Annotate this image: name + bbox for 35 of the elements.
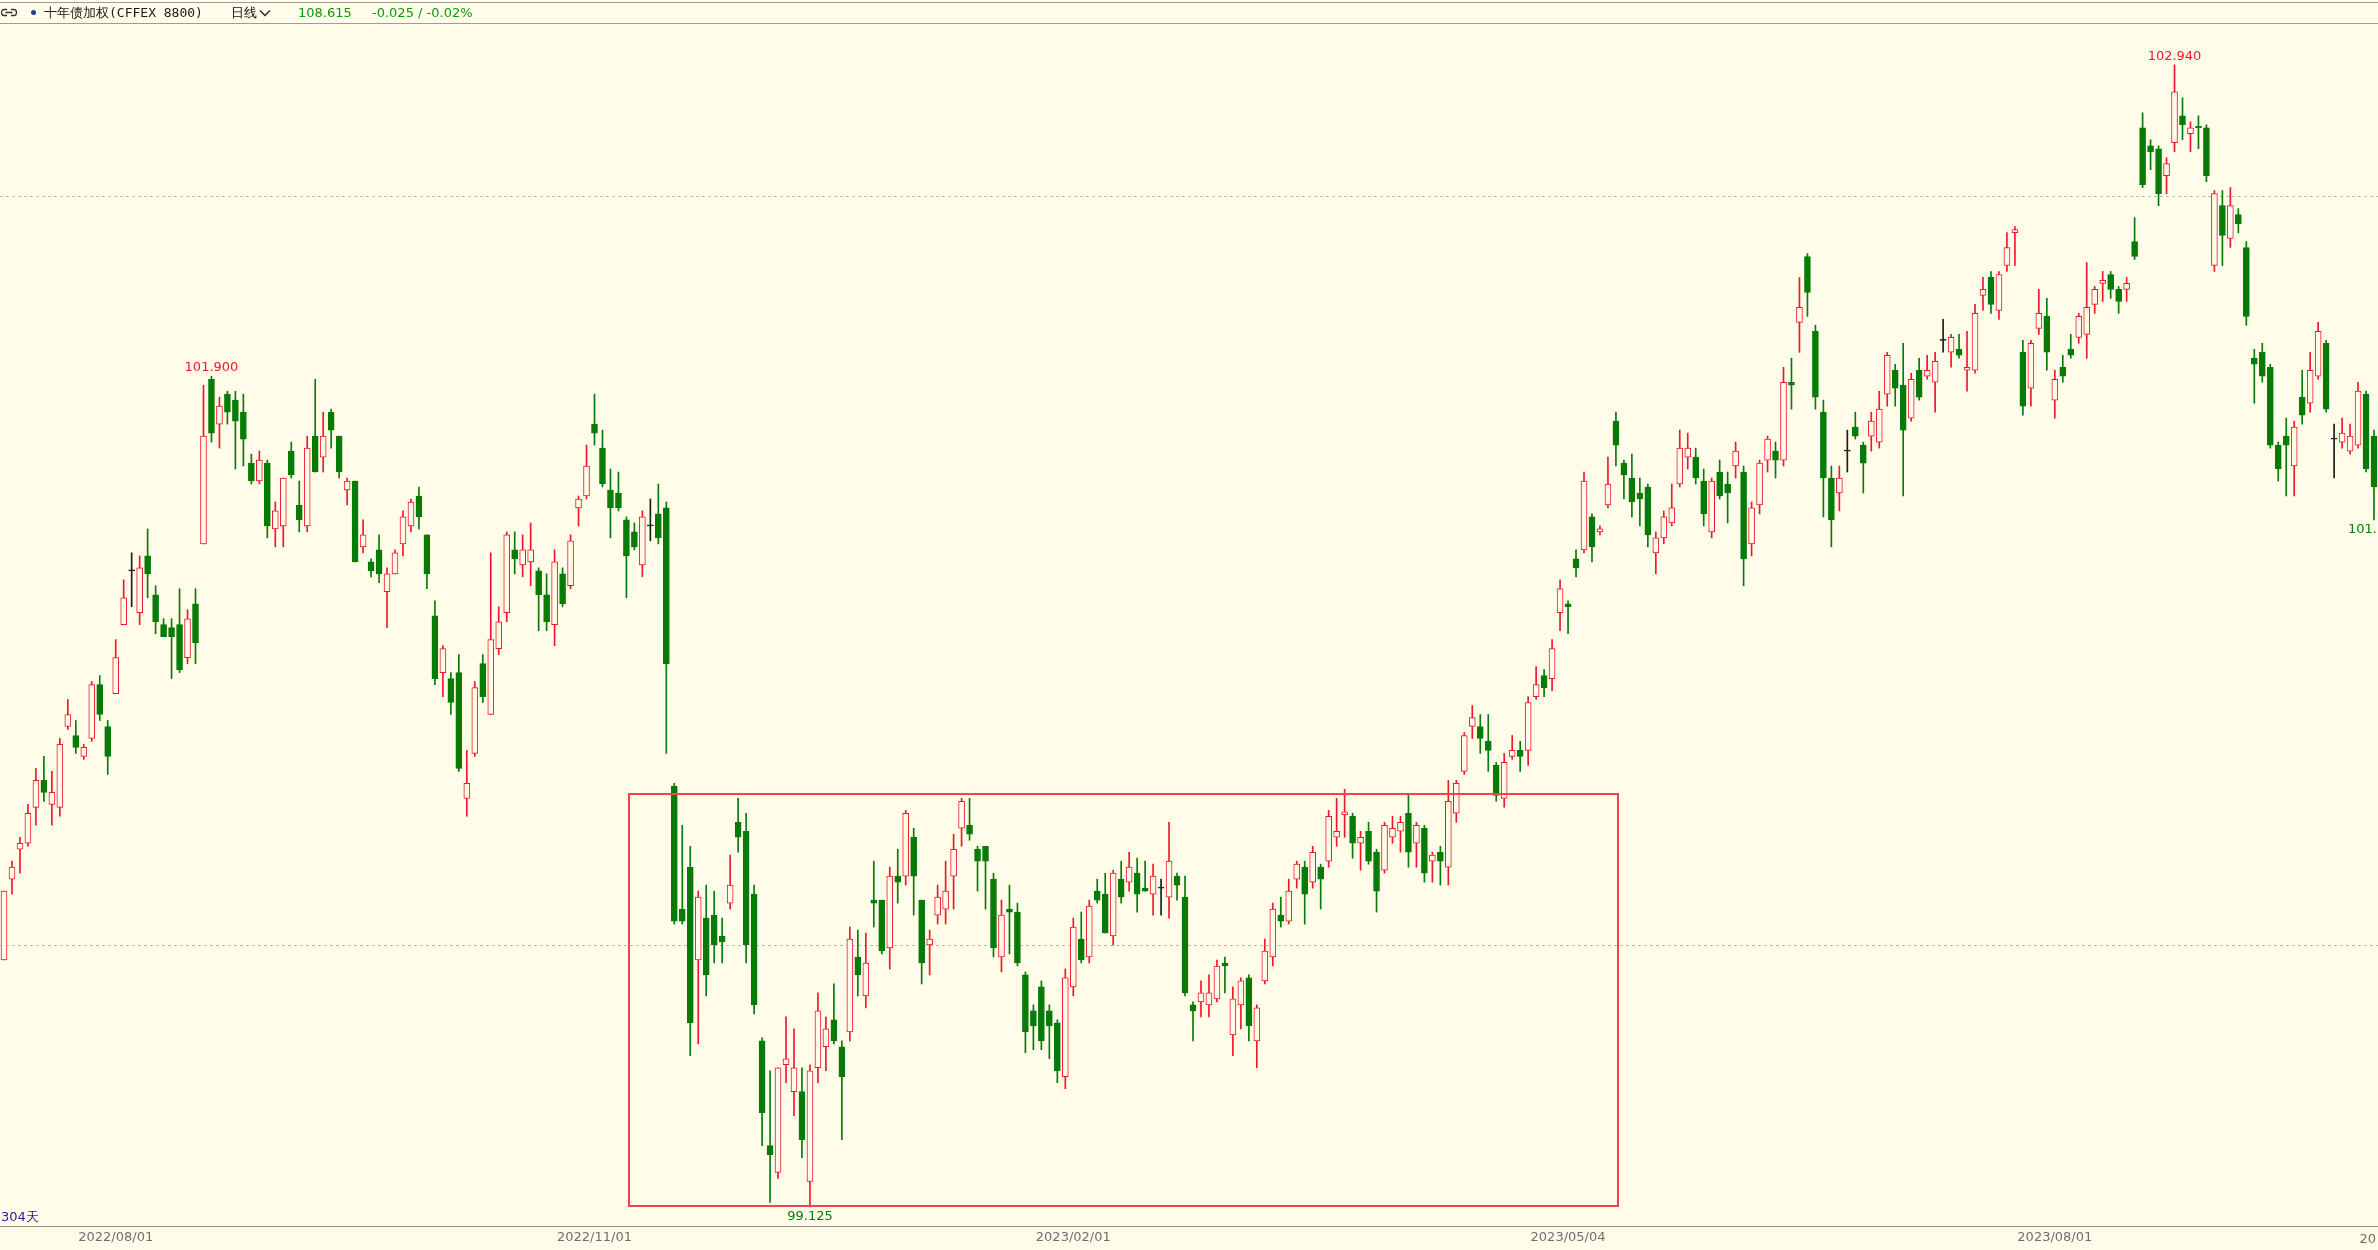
candlestick: [1979, 277, 1987, 311]
candlestick: [718, 917, 726, 964]
chart-title: 十年债加权(CFFEX 8800): [44, 5, 203, 21]
candlestick: [1963, 331, 1971, 392]
x-tick-label: 2023/05/04: [1530, 1228, 1606, 1244]
candlestick: [782, 1016, 790, 1084]
candlestick: [1516, 741, 1524, 772]
candlestick: [678, 824, 686, 925]
annotation: 304天: [1, 1209, 39, 1225]
x-tick-label: 2022/11/01: [557, 1228, 632, 1244]
candlestick: [2282, 417, 2290, 497]
candlestick: [2330, 423, 2338, 479]
candlestick: [1157, 878, 1165, 916]
annotation: 101.900: [184, 359, 239, 375]
candlestick: [2099, 271, 2107, 302]
candlestick: [16, 836, 24, 874]
candlestick: [1277, 896, 1285, 928]
candlestick: [894, 848, 902, 904]
x-tick-label: 2023/02/01: [1035, 1228, 1111, 1244]
annotation: 101.: [2348, 520, 2378, 536]
text: 108.615: [298, 5, 352, 21]
candlestick: [2250, 348, 2258, 404]
x-tick-label: 2023/08/01: [2017, 1228, 2093, 1244]
text: 日线: [231, 5, 257, 21]
candlestick: [1939, 319, 1947, 353]
text: 20: [2359, 1230, 2376, 1246]
candlestick: [2011, 226, 2019, 266]
annotation: 102.940: [2147, 47, 2202, 63]
candlestick: [1484, 714, 1492, 772]
text: -0.025 / -0.02%: [372, 5, 473, 21]
x-tick-label: 2022/08/01: [78, 1228, 154, 1244]
annotation: 99.125: [787, 1207, 833, 1223]
candlestick: [463, 750, 471, 817]
candlestick: [1564, 600, 1572, 635]
candlestick: [511, 531, 519, 575]
